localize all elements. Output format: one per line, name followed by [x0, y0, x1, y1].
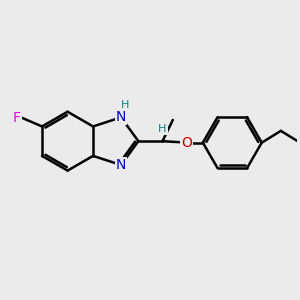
Text: H: H — [121, 100, 129, 110]
Text: N: N — [116, 158, 126, 172]
Text: N: N — [116, 110, 126, 124]
Text: H: H — [158, 124, 167, 134]
Text: F: F — [13, 111, 21, 124]
Text: O: O — [181, 136, 192, 150]
